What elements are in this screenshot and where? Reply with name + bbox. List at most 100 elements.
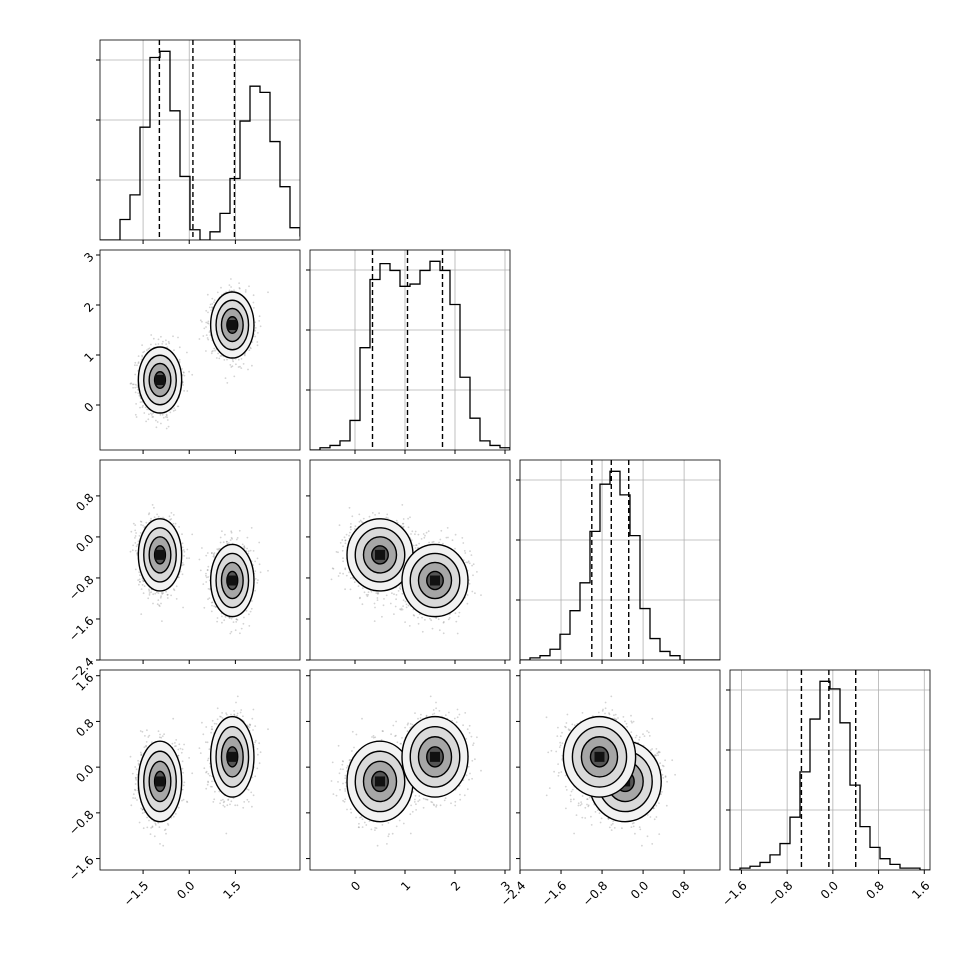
sample-point <box>244 291 247 293</box>
sample-point <box>167 340 170 343</box>
sample-point <box>154 343 157 346</box>
sample-point <box>248 613 250 616</box>
sample-point <box>207 576 210 578</box>
sample-point <box>134 568 137 571</box>
sample-point <box>249 346 252 349</box>
sample-point <box>205 576 208 579</box>
sample-point <box>139 401 142 403</box>
sample-point <box>243 353 246 356</box>
sample-point <box>230 531 233 534</box>
sample-point <box>134 364 136 367</box>
sample-point <box>207 320 210 323</box>
sample-point <box>228 616 231 619</box>
sample-point <box>213 299 216 301</box>
sample-point <box>252 294 255 297</box>
histogram-panel-3 <box>516 459 721 661</box>
sample-point <box>148 413 150 416</box>
sample-point <box>138 580 141 583</box>
histogram-steps <box>520 470 720 660</box>
sample-point <box>137 392 140 394</box>
sample-point <box>205 574 207 577</box>
sample-point <box>244 354 246 357</box>
sample-point <box>157 343 160 345</box>
sample-point <box>225 540 228 543</box>
sample-point <box>165 590 168 593</box>
sample-point <box>228 284 231 286</box>
sample-point <box>213 347 216 350</box>
sample-point <box>243 545 246 548</box>
sample-point <box>160 602 162 605</box>
histogram-panel-4 <box>726 669 931 871</box>
sample-point <box>162 516 164 519</box>
sample-point <box>231 365 234 368</box>
sample-point <box>141 401 144 403</box>
sample-point <box>210 610 213 613</box>
sample-point <box>209 303 212 306</box>
sample-point <box>152 416 155 418</box>
sample-point <box>242 622 245 625</box>
sample-point <box>257 579 259 581</box>
sample-point <box>230 536 233 539</box>
sample-point <box>172 514 175 516</box>
sample-point <box>165 413 168 416</box>
histogram-steps <box>310 260 510 450</box>
sample-point <box>175 585 178 588</box>
sample-point <box>146 408 149 411</box>
sample-point <box>235 618 238 621</box>
sample-point <box>250 607 253 610</box>
sample-point <box>155 426 158 429</box>
sample-point <box>134 373 137 376</box>
sample-point <box>135 545 138 548</box>
sample-point <box>137 362 140 365</box>
sample-point <box>161 413 164 416</box>
sample-point <box>151 414 153 416</box>
sample-point <box>216 291 219 294</box>
sample-point <box>219 536 222 539</box>
sample-point <box>172 410 175 412</box>
sample-point <box>205 581 208 583</box>
sample-point <box>173 407 176 409</box>
sample-point <box>165 343 168 345</box>
sample-point <box>134 524 137 526</box>
sample-point <box>267 291 269 294</box>
sample-point <box>183 390 186 392</box>
sample-point <box>182 563 185 566</box>
sample-point <box>141 579 144 582</box>
sample-point <box>143 585 146 587</box>
sample-point <box>152 412 154 415</box>
sample-point <box>231 538 234 540</box>
sample-point <box>134 529 137 532</box>
sample-point <box>138 534 141 537</box>
sample-point <box>148 512 151 515</box>
sample-point <box>137 579 140 581</box>
sample-point <box>177 405 180 408</box>
sample-point <box>140 524 143 526</box>
sample-point <box>211 601 214 604</box>
sample-point <box>161 620 163 622</box>
sample-point <box>238 287 241 290</box>
sample-point <box>239 365 241 368</box>
sample-point <box>131 549 134 552</box>
sample-point <box>218 357 221 360</box>
sample-point <box>176 405 179 408</box>
sample-point <box>229 617 231 619</box>
sample-point <box>235 363 237 366</box>
sample-point <box>134 413 137 416</box>
sample-point <box>143 412 146 414</box>
sample-point <box>208 597 211 599</box>
sample-point <box>215 357 218 359</box>
sample-point <box>182 371 185 374</box>
sample-point <box>203 327 206 330</box>
sample-point <box>147 418 150 421</box>
sample-point <box>169 411 172 414</box>
sample-point <box>259 325 262 328</box>
sample-point <box>207 322 210 325</box>
sample-point <box>250 527 253 529</box>
sample-point <box>162 416 165 419</box>
sample-point <box>247 552 250 555</box>
sample-point <box>135 403 138 405</box>
sample-point <box>213 605 216 608</box>
sample-point <box>182 371 185 374</box>
sample-point <box>202 583 205 585</box>
sample-point <box>202 335 205 337</box>
